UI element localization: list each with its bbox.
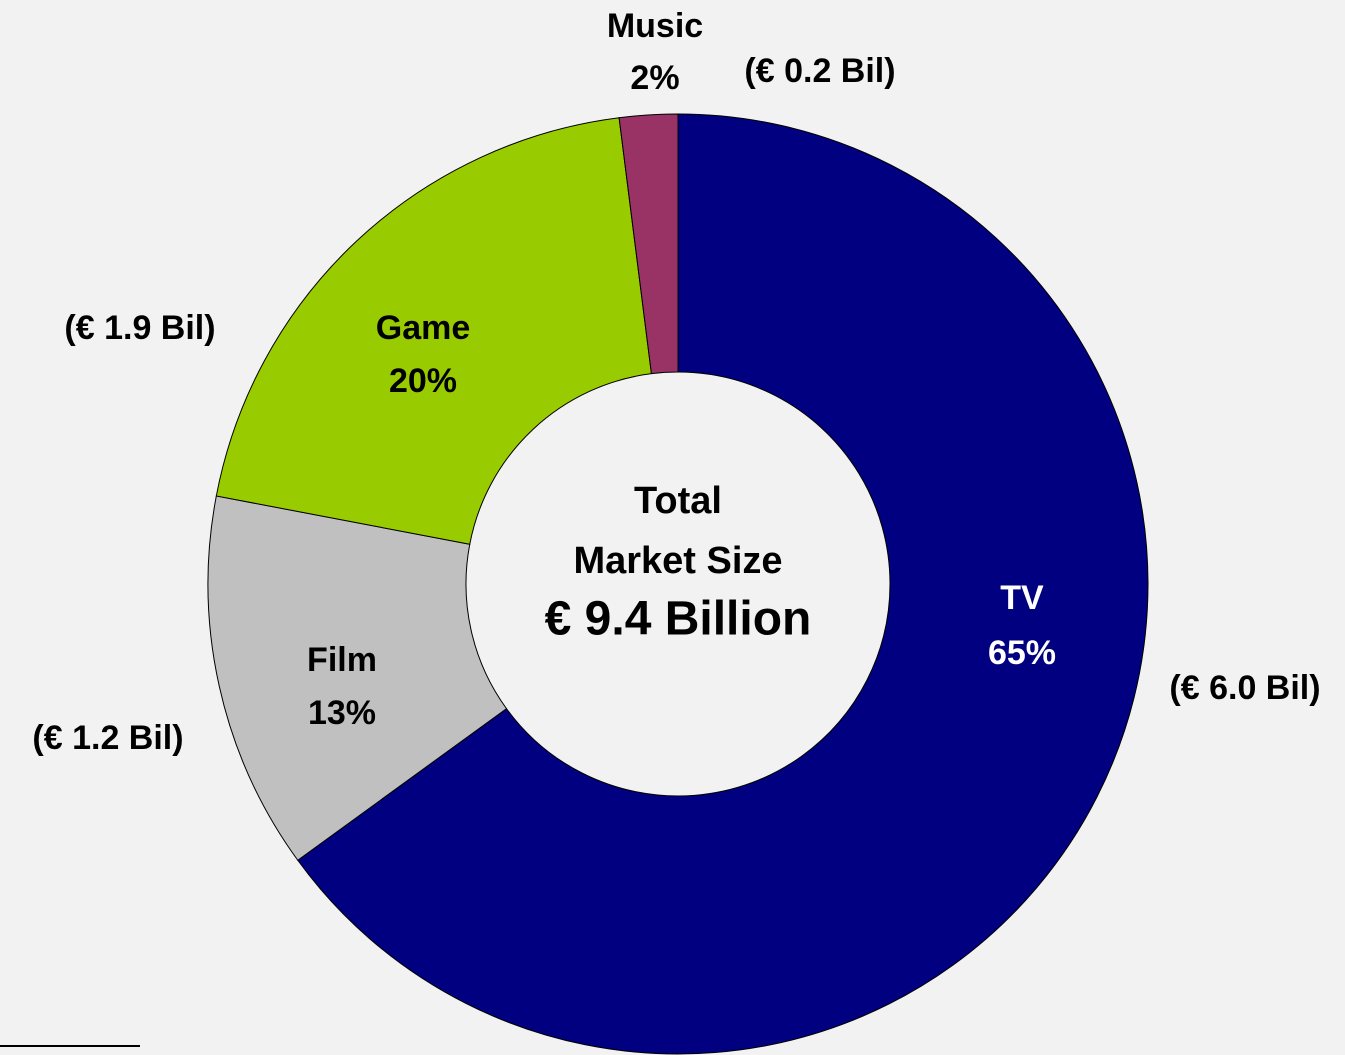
donut-slice (207, 495, 508, 861)
donut-slice (618, 113, 679, 375)
slice-name: TV (1000, 579, 1044, 617)
slice-amount: (€ 1.2 Bil) (32, 719, 183, 757)
donut-slice (215, 117, 652, 545)
slice-percent: 13% (308, 694, 376, 732)
slice-amount: (€ 0.2 Bil) (744, 52, 895, 90)
center-text: Market Size (573, 540, 782, 582)
slice-percent: 20% (389, 362, 457, 400)
slice-amount: (€ 6.0 Bil) (1169, 669, 1320, 707)
center-text: Total (634, 480, 722, 522)
center-text: € 9.4 Billion (545, 593, 812, 646)
slice-name: Film (307, 641, 377, 679)
slice-percent: 2% (630, 59, 679, 97)
slice-name: Music (607, 7, 703, 45)
slice-name: Game (376, 309, 471, 347)
slice-amount: (€ 1.9 Bil) (64, 309, 215, 347)
donut-slice (297, 113, 1149, 1055)
slice-percent: 65% (988, 634, 1056, 672)
